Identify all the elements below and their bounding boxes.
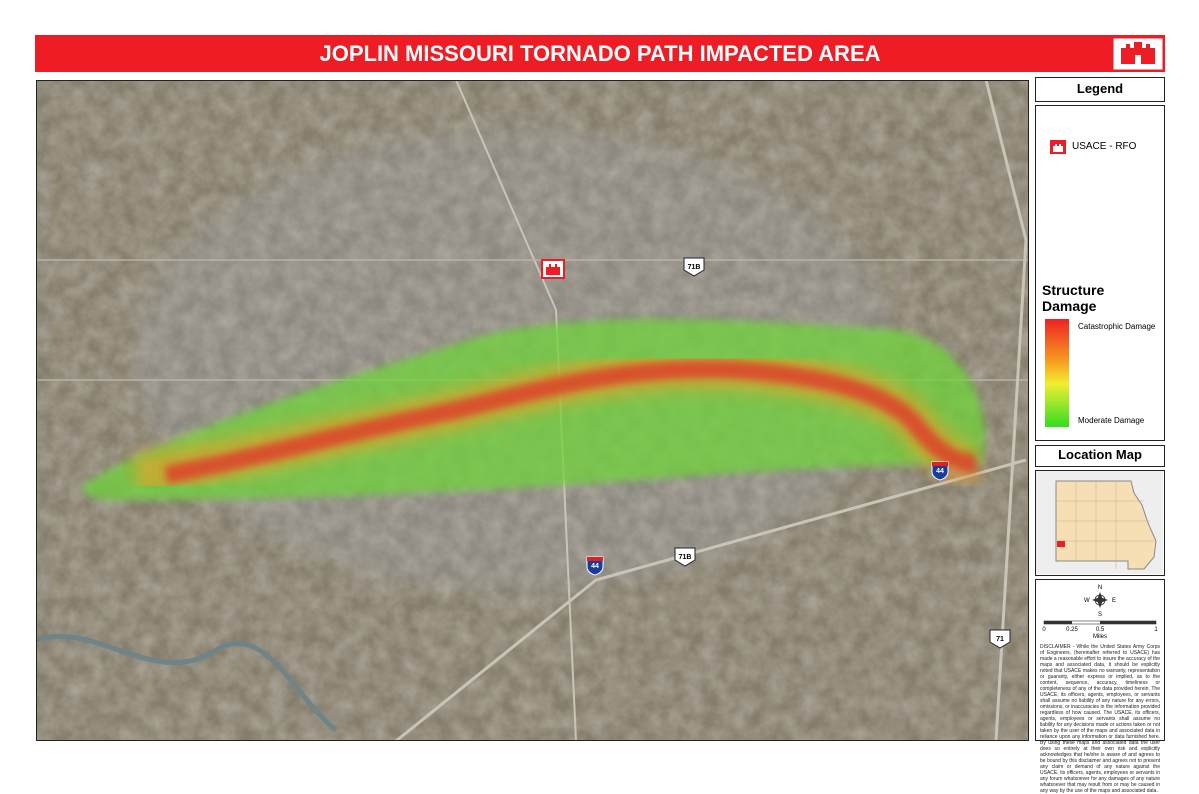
shield-label: 71B [688,264,701,271]
location-box [1035,470,1165,576]
location-title: Location Map [1058,447,1142,462]
scale-label: 0.25 [1066,627,1078,633]
shield-label: 44 [936,468,944,475]
shield-shape [586,556,604,576]
scale-label: 1 [1154,627,1158,633]
compass-e: E [1112,598,1116,604]
shield-label: 71B [679,554,692,561]
missouri-map [1036,471,1163,574]
damage-low: Moderate Damage [1078,416,1145,425]
road-shield: 71B [683,257,705,277]
title-bar: JOPLIN MISSOURI TORNADO PATH IMPACTED AR… [35,35,1165,72]
legend-header: Legend [1035,77,1165,102]
usace-logo [1113,38,1163,70]
road-shield: 44 [586,556,604,576]
legend-title: Legend [1076,81,1124,96]
scale-label: 0.5 [1096,627,1105,633]
road-shield: 71B [674,547,696,567]
aerial-map: 71B 44 44 71B 71 [36,80,1029,741]
tornado-path [83,319,985,500]
usace-icon [1050,140,1066,154]
scale-unit: Miles [1093,634,1107,640]
shield-label: 44 [591,563,599,570]
title: JOPLIN MISSOURI TORNADO PATH IMPACTED AR… [319,41,881,66]
shield-shape [674,547,696,567]
shield-shape [683,257,705,277]
info-box: N S E W 0 0.25 0.5 1 Miles [1035,579,1165,741]
usace-marker [541,259,565,279]
shield-shape [931,461,949,481]
road-shield: 44 [931,461,949,481]
damage-title: Structure Damage [1042,282,1105,314]
shield-shape [989,629,1011,649]
compass-n: N [1098,585,1102,591]
legend-box: USACE - RFO Structure Damage Catastrophi… [1035,105,1165,441]
compass-scale: N S E W 0 0.25 0.5 1 Miles [1042,585,1158,640]
shield-top [587,557,603,561]
road-shield: 71 [989,629,1011,649]
scale-label: 0 [1042,627,1046,633]
location-header: Location Map [1035,445,1165,467]
compass-w: W [1084,598,1090,604]
page: JOPLIN MISSOURI TORNADO PATH IMPACTED AR… [35,35,1165,794]
legend-office: USACE - RFO [1072,141,1137,152]
disclaimer: DISCLAIMER - While the United States Arm… [1040,644,1160,794]
damage-high: Catastrophic Damage [1078,322,1156,331]
compass-s: S [1098,612,1102,618]
shield-top [932,462,948,466]
damage-ramp [1045,319,1069,427]
shield-label: 71 [996,636,1004,643]
